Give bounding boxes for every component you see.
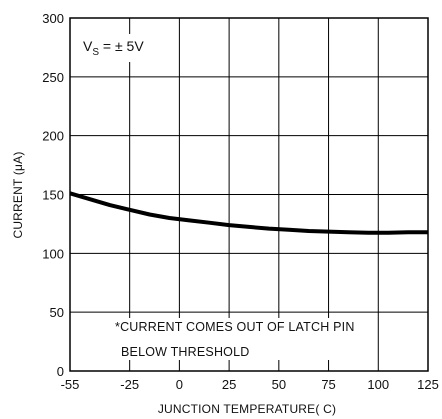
annotation-background	[106, 318, 338, 360]
x-tick-label: 100	[367, 377, 389, 392]
current-curve	[69, 191, 428, 235]
y-tick-label: 0	[57, 364, 64, 379]
y-tick-label: 50	[50, 305, 64, 320]
x-tick-label: 50	[272, 377, 286, 392]
x-tick-label: -55	[61, 377, 80, 392]
y-tick-labels: 0 50 100 150 200 250 300	[42, 11, 64, 379]
y-tick-label: 150	[42, 188, 64, 203]
y-axis-title: CURRENT (μA)	[11, 151, 25, 238]
grid-lines	[70, 18, 428, 371]
y-tick-label: 100	[42, 246, 64, 261]
condition-subscript: S	[92, 47, 99, 58]
series-layer	[69, 191, 428, 235]
condition-suffix: = ± 5V	[99, 38, 144, 54]
x-tick-label: 125	[417, 377, 439, 392]
x-axis-title: JUNCTION TEMPERATURE( C)	[158, 402, 336, 416]
annotation-line-2: BELOW THRESHOLD	[121, 345, 250, 359]
condition-prefix: V	[83, 38, 93, 54]
x-tick-label: 75	[321, 377, 335, 392]
x-tick-labels: -55 -25 0 25 50 75 100 125	[61, 377, 439, 392]
y-tick-label: 300	[42, 11, 64, 26]
annotation-line-1: *CURRENT COMES OUT OF LATCH PIN	[115, 320, 355, 334]
x-tick-label: 25	[222, 377, 236, 392]
condition-background	[76, 34, 156, 62]
x-tick-label: 0	[176, 377, 183, 392]
y-tick-label: 200	[42, 129, 64, 144]
y-tick-label: 250	[42, 70, 64, 85]
x-tick-label: -25	[120, 377, 139, 392]
supply-voltage-condition: VS = ± 5V	[83, 38, 144, 58]
